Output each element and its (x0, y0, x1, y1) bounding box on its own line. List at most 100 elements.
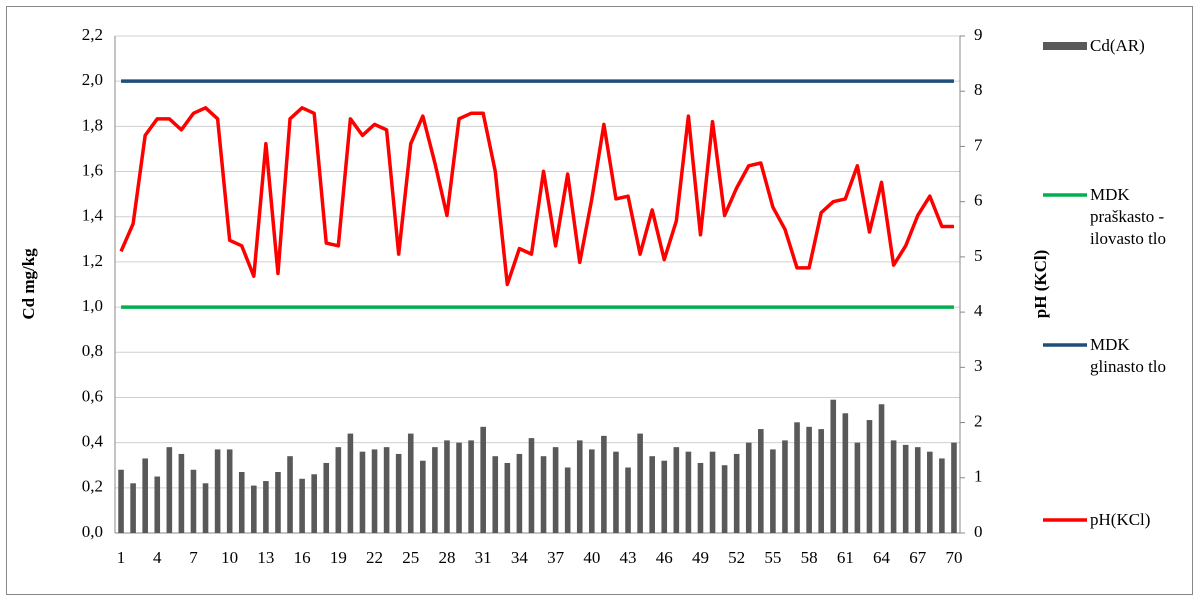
bar (432, 447, 438, 533)
x-tick-label: 37 (547, 548, 565, 567)
y-tick-label: 0,6 (82, 386, 103, 405)
y-axis-title: Cd mg/kg (19, 248, 38, 320)
bar (601, 435, 607, 533)
y2-tick-label: 7 (974, 135, 983, 154)
bar (745, 442, 752, 533)
bar (395, 453, 402, 533)
chart-border (6, 6, 1193, 595)
bar (299, 478, 305, 533)
bar (492, 456, 499, 533)
bar (335, 447, 342, 533)
x-tick-label: 64 (873, 548, 891, 567)
bar (154, 476, 161, 533)
legend-label: Cd(AR) (1090, 36, 1145, 55)
bar (794, 422, 800, 533)
y2-tick-label: 2 (974, 411, 983, 430)
y-tick-label: 1,8 (82, 115, 103, 134)
bar (238, 472, 245, 533)
bar (770, 449, 776, 533)
bar (528, 438, 535, 533)
x-tick-label: 58 (801, 548, 818, 567)
bar (407, 433, 414, 533)
bar (758, 429, 764, 533)
y2-axis-title: pH (KCl) (1031, 250, 1050, 318)
bar (226, 449, 233, 533)
bar (842, 413, 849, 533)
y-tick-label: 0,0 (82, 522, 103, 541)
bar (118, 469, 124, 533)
bar (323, 462, 330, 533)
x-tick-label: 10 (221, 548, 238, 567)
bar (709, 451, 716, 533)
bar (564, 467, 571, 533)
bar (480, 426, 486, 533)
x-tick-label: 1 (117, 548, 126, 567)
x-tick-label: 25 (402, 548, 419, 567)
y-tick-label: 0,2 (82, 477, 103, 496)
bar (637, 433, 643, 533)
x-tick-label: 13 (257, 548, 274, 567)
y2-tick-label: 5 (974, 246, 983, 265)
bar (951, 442, 957, 533)
bar (166, 447, 173, 533)
x-tick-label: 49 (692, 548, 709, 567)
legend-label: MDK glinasto tlo (1090, 335, 1167, 376)
x-tick-label: 7 (189, 548, 198, 567)
y-tick-label: 1,0 (82, 296, 103, 315)
y2-tick-label: 0 (974, 522, 983, 541)
x-tick-label: 19 (330, 548, 347, 567)
bar (190, 469, 197, 533)
x-tick-label: 31 (475, 548, 492, 567)
bar (359, 451, 366, 533)
bar (516, 453, 523, 533)
bar (806, 426, 812, 533)
x-tick-label: 43 (620, 548, 637, 567)
bar (661, 460, 668, 533)
bar (939, 458, 945, 533)
bar (733, 453, 740, 533)
y2-tick-label: 6 (974, 191, 983, 210)
bar (311, 474, 317, 533)
x-tick-label: 28 (438, 548, 455, 567)
bar (275, 472, 281, 533)
bar (649, 456, 655, 533)
y2-tick-label: 4 (974, 301, 983, 320)
y-tick-label: 0,4 (82, 432, 104, 451)
bar (613, 451, 619, 533)
x-tick-label: 52 (728, 548, 745, 567)
bar (854, 442, 861, 533)
x-tick-label: 46 (656, 548, 673, 567)
y-tick-label: 1,4 (82, 206, 104, 225)
bar (625, 467, 631, 533)
bar (830, 399, 837, 533)
bar (214, 449, 221, 533)
x-tick-label: 61 (837, 548, 854, 567)
bar (782, 440, 788, 533)
bar (251, 485, 257, 533)
x-tick-label: 70 (945, 548, 962, 567)
bar (902, 444, 909, 533)
bar (914, 447, 921, 533)
bar (202, 483, 209, 533)
legend-swatch (1043, 42, 1087, 50)
bar (444, 440, 450, 533)
bar (721, 465, 728, 533)
bar (468, 440, 474, 533)
x-tick-label: 16 (294, 548, 311, 567)
bar (456, 442, 462, 533)
y2-tick-label: 3 (974, 356, 983, 375)
x-tick-label: 67 (909, 548, 927, 567)
bar (263, 481, 269, 533)
bar (878, 404, 885, 533)
bar (130, 483, 136, 533)
y-tick-label: 2,2 (82, 25, 103, 44)
bar (178, 453, 185, 533)
y-tick-label: 1,6 (82, 160, 103, 179)
legend-label: pH(KCl) (1090, 510, 1151, 529)
bar (576, 440, 583, 533)
legend-label: MDK praškasto -ilovasto tlo (1090, 185, 1167, 248)
bar (697, 462, 704, 533)
bar (818, 429, 824, 533)
bar (287, 456, 293, 533)
